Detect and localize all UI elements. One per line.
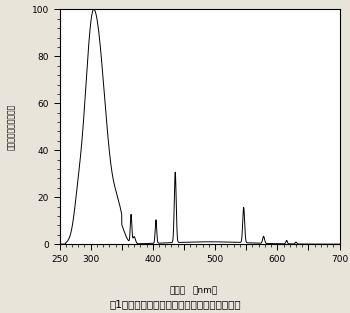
Text: 波　長: 波 長 [169, 286, 185, 295]
Text: （nm）: （nm） [193, 286, 218, 295]
Text: （比）　エネルギー比: （比） エネルギー比 [7, 104, 16, 150]
Text: 図1　供試した健康線用蛍光ランプの分光分布: 図1 供試した健康線用蛍光ランプの分光分布 [109, 299, 241, 309]
